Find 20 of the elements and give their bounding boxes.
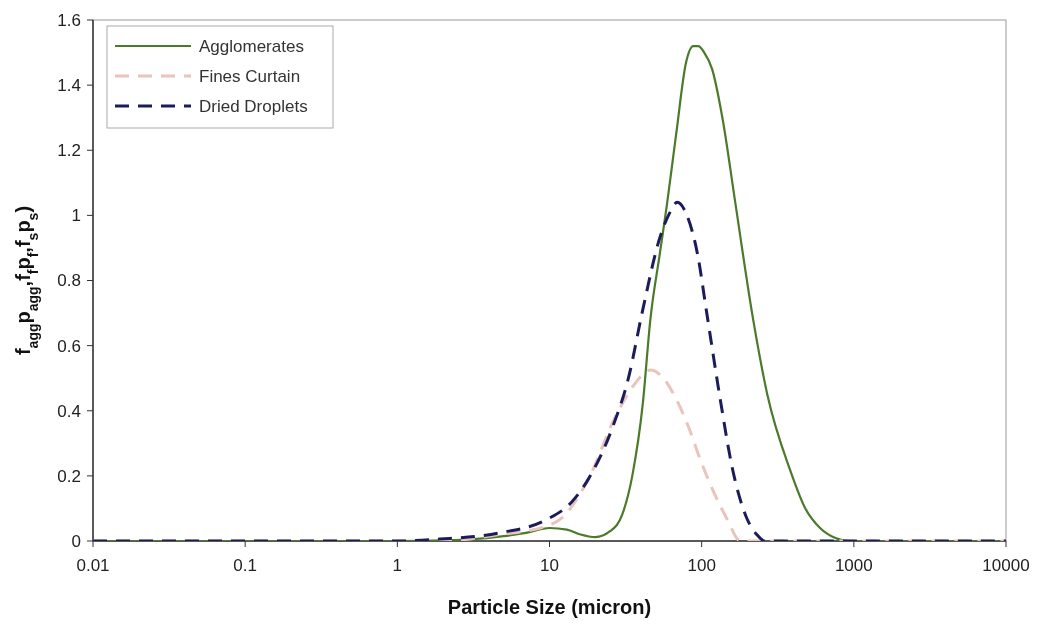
x-axis-title: Particle Size (micron): [447, 596, 652, 618]
y-tick-label: 0: [71, 531, 81, 551]
x-tick-label: 0.01: [76, 556, 110, 575]
x-tick-label: 1: [392, 556, 403, 575]
x-tick-label: 0.1: [233, 556, 257, 575]
legend-label: Agglomerates: [199, 36, 304, 56]
y-tick-label: 1.6: [57, 10, 81, 30]
y-tick-label: 0.6: [57, 336, 81, 356]
x-tick-label: 10: [540, 556, 559, 575]
x-tick-label: 100: [687, 556, 716, 575]
y-tick-label: 1.4: [57, 76, 81, 96]
legend-label: Fines Curtain: [199, 66, 301, 86]
x-tick-label: 1000: [834, 556, 873, 575]
x-tick-label: 10000: [982, 556, 1030, 575]
y-tick-label: 0.4: [57, 401, 81, 421]
y-tick-label: 0.8: [57, 271, 81, 291]
y-tick-label: 1: [71, 206, 81, 226]
y-tick-label: 1.2: [57, 141, 81, 161]
y-tick-label: 0.2: [57, 466, 81, 486]
legend-label: Dried Droplets: [199, 96, 308, 116]
